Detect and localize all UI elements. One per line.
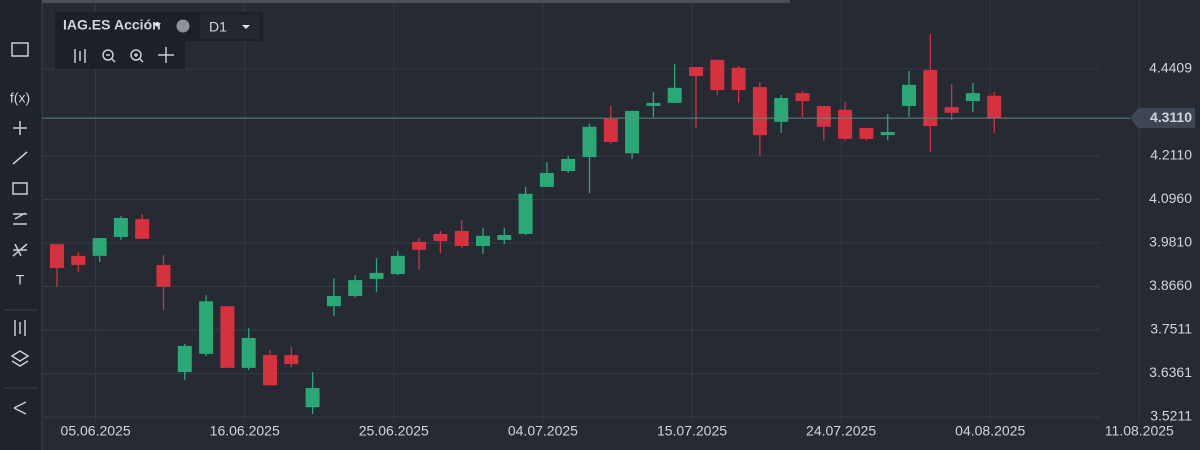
plot-area — [42, 0, 1140, 422]
candle-body — [454, 230, 469, 247]
left-toolbar: f(x) T — [0, 0, 43, 450]
candle-body — [390, 255, 405, 275]
candle-body — [284, 355, 299, 365]
zoom-in-button[interactable] — [130, 49, 144, 63]
candle-body — [241, 337, 256, 368]
pan-button[interactable] — [158, 47, 174, 63]
candle-body — [135, 219, 150, 239]
candle-body — [646, 102, 661, 106]
x-tick-label: 15.07.2025 — [657, 423, 727, 439]
y-tick-label: 4.4409 — [1149, 60, 1192, 76]
pitchfork-tool[interactable] — [12, 243, 28, 257]
timeframe-caret — [242, 25, 250, 29]
candle-body — [561, 158, 576, 172]
candle-body — [795, 93, 810, 102]
candle-body — [497, 235, 512, 240]
x-tick-label: 25.06.2025 — [359, 423, 429, 439]
candle-body — [348, 280, 363, 296]
candle-body — [476, 235, 490, 247]
instrument-bar: IAG.ES Acción D1 — [55, 12, 263, 69]
chart-style-button[interactable] — [74, 49, 86, 63]
candle-body — [518, 193, 533, 234]
text-tool[interactable]: T — [16, 272, 25, 288]
candle-body — [689, 66, 703, 77]
symbol: IAG.ES — [63, 17, 110, 33]
candle-body — [113, 218, 128, 237]
candle-body — [369, 272, 384, 279]
zoom-out-button[interactable] — [102, 49, 116, 63]
y-tick-label: 3.7511 — [1150, 321, 1192, 337]
line-tool[interactable] — [12, 151, 28, 165]
candle-body — [816, 105, 831, 127]
candle-body — [880, 132, 895, 136]
top-strip — [40, 0, 790, 3]
fibonacci-tool[interactable] — [13, 212, 27, 225]
last-price-label: 4.3110 — [1150, 109, 1192, 125]
candle-body — [965, 93, 980, 102]
candle-body — [582, 126, 597, 158]
candle-body — [923, 70, 938, 127]
indicators-tool[interactable] — [14, 320, 26, 336]
candle-body — [305, 387, 320, 408]
candle-body — [774, 98, 789, 122]
candle-body — [838, 109, 853, 139]
rectangle-tool[interactable] — [12, 182, 28, 195]
candle-body — [902, 84, 916, 106]
info-icon[interactable] — [176, 19, 190, 33]
y-tick-label: 3.9810 — [1149, 234, 1192, 250]
symbol-dropdown[interactable] — [153, 23, 161, 27]
y-tick-label: 3.6361 — [1149, 364, 1192, 380]
y-tick-label: 4.2110 — [1150, 147, 1192, 163]
y-tick-label: 3.5211 — [1150, 408, 1192, 424]
candle-body — [731, 67, 746, 91]
candle-body — [859, 127, 874, 139]
candle-body — [220, 306, 235, 368]
instrument-type: Acción — [114, 17, 161, 33]
share-tool[interactable] — [13, 401, 27, 415]
x-tick-label: 04.07.2025 — [508, 423, 578, 439]
candle-body — [412, 241, 427, 250]
x-tick-label: 05.06.2025 — [61, 423, 131, 439]
x-tick-label: 04.08.2025 — [955, 423, 1025, 439]
candle-body — [944, 107, 959, 113]
candle-body — [50, 244, 64, 268]
candle-body — [263, 355, 277, 386]
candle-body — [539, 172, 554, 187]
timeframe-select[interactable] — [200, 15, 260, 39]
x-tick-label: 24.07.2025 — [806, 423, 876, 439]
candle-body — [667, 87, 682, 103]
y-tick-label: 4.0960 — [1149, 190, 1192, 206]
x-tick-label: 11.08.2025 — [1105, 423, 1174, 439]
candle-body — [71, 255, 86, 265]
candle-body — [710, 59, 725, 91]
candle-body — [199, 301, 214, 354]
candle-body — [156, 264, 171, 287]
candle-body — [326, 295, 341, 307]
x-tick-label: 16.06.2025 — [210, 423, 280, 439]
candle-body — [752, 87, 767, 136]
candle-body — [92, 238, 107, 256]
candle-body — [603, 118, 618, 142]
last-price-tag — [1130, 108, 1195, 129]
candle-body — [987, 95, 1002, 119]
candle-body — [177, 345, 192, 373]
layers-tool[interactable] — [10, 350, 30, 367]
y-tick-label: 3.8660 — [1149, 277, 1192, 293]
chart-type-tool[interactable] — [11, 42, 29, 57]
candle-body — [625, 110, 640, 154]
candle-body — [433, 233, 448, 242]
function-tool[interactable]: f(x) — [10, 90, 30, 106]
crosshair-tool[interactable] — [13, 121, 27, 135]
timeframe: D1 — [209, 19, 227, 35]
